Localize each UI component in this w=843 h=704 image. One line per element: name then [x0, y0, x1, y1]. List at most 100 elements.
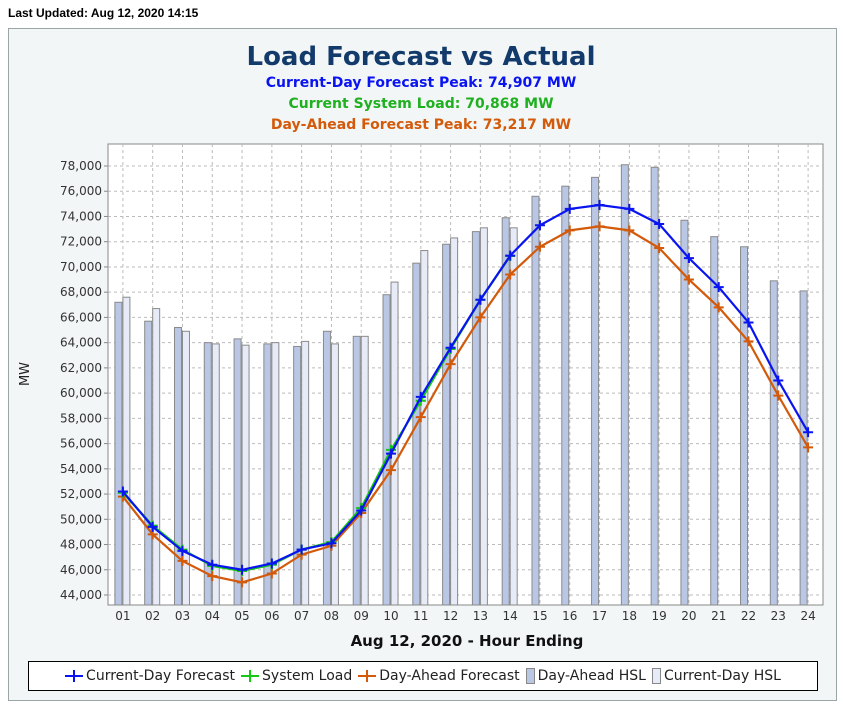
bar-day-ahead-hsl [173, 327, 182, 606]
y-tick-label: 70,000 [60, 260, 102, 274]
bar-day-ahead-hsl [531, 195, 540, 606]
bar-day-ahead-hsl [293, 345, 302, 606]
x-tick-label: 02 [145, 609, 160, 623]
x-tick-label: 14 [503, 609, 518, 623]
point-current-day-forecast [147, 521, 158, 532]
point-current-day-forecast [475, 294, 486, 305]
legend-label: Current-Day HSL [663, 668, 781, 684]
legend-label: Day-Ahead Forecast [379, 668, 520, 684]
bar-day-ahead-hsl [501, 217, 510, 606]
point-current-day-forecast [564, 203, 575, 214]
point-day-ahead-forecast [803, 442, 814, 453]
bar-current-day-hsl [152, 308, 161, 606]
point-current-day-forecast [594, 200, 605, 211]
x-tick-label: 17 [592, 609, 607, 623]
point-day-ahead-forecast [177, 555, 188, 566]
x-tick-label: 12 [443, 609, 458, 623]
x-tick-label: 07 [294, 609, 309, 623]
point-current-day-forecast [505, 250, 516, 261]
legend-label: Day-Ahead HSL [537, 668, 646, 684]
x-tick-label: 05 [234, 609, 249, 623]
y-tick-label: 74,000 [60, 209, 102, 223]
chart-panel: Load Forecast vs Actual Current-Day Fore… [8, 28, 837, 701]
y-tick-label: 52,000 [60, 487, 102, 501]
x-tick-label: 08 [324, 609, 339, 623]
x-tick-label: 24 [800, 609, 815, 623]
point-day-ahead-forecast [683, 274, 694, 285]
bar-day-ahead-hsl [442, 243, 451, 606]
point-current-day-forecast [683, 253, 694, 264]
bar-day-ahead-hsl [769, 280, 778, 606]
y-axis-label: MW [18, 362, 33, 386]
legend-item-current-day-hsl: Current-Day HSL [651, 668, 781, 684]
point-current-day-forecast [117, 486, 128, 497]
y-tick-label: 44,000 [60, 588, 102, 602]
point-current-day-forecast [445, 342, 456, 353]
x-tick-label: 11 [413, 609, 428, 623]
x-tick-label: 06 [264, 609, 279, 623]
bar-current-day-hsl [241, 344, 250, 606]
bar-day-ahead-hsl [352, 335, 361, 606]
bar-day-ahead-hsl [322, 330, 331, 606]
bar-day-ahead-hsl [650, 166, 659, 606]
bar-current-day-hsl [122, 296, 131, 606]
subtitle-day-ahead-forecast-peak: Day-Ahead Forecast Peak: 73,217 MW [271, 117, 571, 133]
legend-item-system-load: System Load [241, 668, 352, 684]
x-tick-label: 13 [473, 609, 488, 623]
bar-current-day-hsl [360, 335, 369, 606]
x-tick-label: 22 [741, 609, 756, 623]
bar-current-day-hsl [211, 343, 220, 606]
bar-day-ahead-hsl [263, 343, 272, 606]
point-current-day-forecast [654, 219, 665, 230]
subtitle-current-system-load: Current System Load: 70,868 MW [288, 96, 553, 112]
bar-current-day-hsl [450, 237, 459, 606]
bar-day-ahead-hsl [114, 301, 123, 606]
y-tick-label: 66,000 [60, 310, 102, 324]
point-day-ahead-forecast [266, 568, 277, 579]
point-current-day-forecast [773, 375, 784, 386]
point-current-day-forecast [415, 391, 426, 402]
point-current-day-forecast [296, 544, 307, 555]
bar-day-ahead-hsl [620, 164, 629, 606]
subtitle-value: 73,217 MW [483, 117, 571, 133]
point-current-day-forecast [266, 558, 277, 569]
plot-area [107, 143, 824, 606]
legend-label: Current-Day Forecast [86, 668, 236, 684]
x-tick-label: 23 [771, 609, 786, 623]
y-tick-label: 60,000 [60, 386, 102, 400]
subtitle-label: Current-Day Forecast Peak: [266, 75, 488, 91]
bar-day-ahead-hsl [710, 236, 719, 606]
point-day-ahead-forecast [237, 577, 248, 588]
bar-day-ahead-hsl [144, 320, 153, 606]
x-tick-label: 19 [652, 609, 667, 623]
point-day-ahead-forecast [654, 243, 665, 254]
bar-day-ahead-hsl [471, 231, 480, 606]
y-tick-label: 54,000 [60, 462, 102, 476]
point-current-day-forecast [326, 538, 337, 549]
point-current-day-forecast [177, 545, 188, 556]
y-tick-label: 58,000 [60, 411, 102, 425]
bar-day-ahead-hsl [412, 262, 421, 606]
subtitle-current-day-forecast-peak: Current-Day Forecast Peak: 74,907 MW [266, 75, 577, 91]
legend-swatch [241, 669, 260, 683]
x-tick-label: 16 [562, 609, 577, 623]
bar-day-ahead-hsl [680, 219, 689, 606]
legend-swatch [651, 668, 661, 684]
x-tick-label: 10 [383, 609, 398, 623]
legend-item-current-day-forecast: Current-Day Forecast [65, 668, 235, 684]
point-day-ahead-forecast [743, 336, 754, 347]
point-current-day-forecast [386, 448, 397, 459]
bar-current-day-hsl [330, 343, 339, 606]
y-tick-label: 68,000 [60, 285, 102, 299]
point-day-ahead-forecast [207, 571, 218, 582]
bar-day-ahead-hsl [561, 185, 570, 606]
legend-label: System Load [262, 668, 353, 684]
subtitle-label: Current System Load: [288, 96, 465, 112]
x-axis-label: Aug 12, 2020 - Hour Ending [351, 632, 584, 650]
point-current-day-forecast [713, 282, 724, 293]
y-tick-label: 48,000 [60, 538, 102, 552]
bar-current-day-hsl [479, 227, 488, 606]
legend-item-day-ahead-hsl: Day-Ahead HSL [525, 668, 646, 684]
y-tick-label: 56,000 [60, 437, 102, 451]
x-tick-label: 15 [532, 609, 547, 623]
